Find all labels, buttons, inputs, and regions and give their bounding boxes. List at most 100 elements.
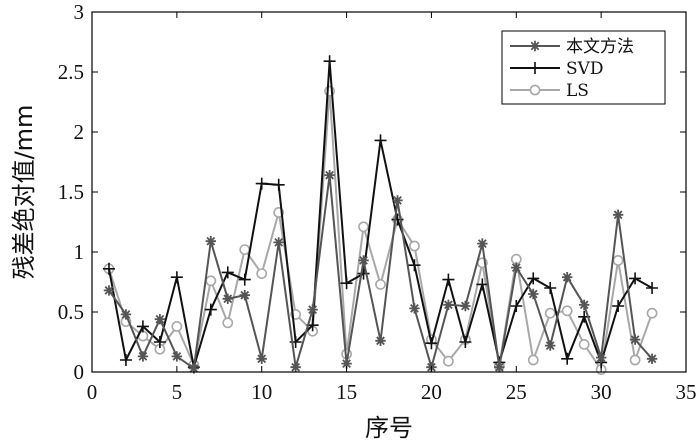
data-point-asterisk (494, 362, 505, 373)
data-point-asterisk (392, 195, 403, 206)
data-point-circle (561, 305, 573, 317)
data-point-asterisk (545, 340, 556, 351)
data-point-asterisk (103, 285, 115, 296)
data-point-asterisk (341, 358, 352, 369)
data-point-asterisk (188, 363, 200, 374)
data-point-asterisk (578, 299, 590, 310)
data-point-asterisk (460, 300, 471, 312)
series-layer (102, 55, 659, 375)
data-point-circle (256, 268, 268, 279)
y-tick-label: 1.5 (58, 180, 84, 204)
data-point-plus (529, 62, 541, 74)
data-point-asterisk (120, 309, 132, 320)
data-point-plus (408, 259, 421, 272)
data-point-asterisk (324, 170, 335, 181)
data-point-circle (629, 354, 641, 366)
data-point-plus (221, 266, 234, 279)
data-point-plus (629, 272, 642, 285)
data-point-asterisk (137, 351, 149, 362)
y-axis-title: 残差绝对值/mm (10, 105, 38, 280)
data-point-circle (222, 317, 234, 329)
data-point-asterisk (358, 255, 369, 266)
data-point-asterisk (629, 334, 641, 345)
data-point-circle (239, 244, 251, 255)
data-point-asterisk (595, 352, 607, 363)
data-point-plus (170, 271, 183, 284)
data-point-plus (527, 272, 540, 285)
x-tick-label: 10 (251, 380, 272, 404)
data-point-plus (612, 300, 625, 312)
data-point-asterisk (409, 303, 420, 314)
data-point-plus (646, 282, 659, 294)
data-point-asterisk (222, 293, 233, 304)
y-tick-label: 1 (74, 240, 85, 264)
x-tick-label: 35 (676, 380, 697, 404)
data-point-plus (238, 273, 251, 286)
legend-label: 本文方法 (566, 37, 634, 57)
data-point-asterisk (528, 288, 539, 300)
data-point-plus (476, 278, 489, 291)
data-point-circle (409, 240, 420, 252)
data-point-plus (425, 337, 438, 350)
x-tick-label: 5 (172, 380, 183, 404)
data-point-circle (527, 354, 539, 366)
data-point-plus (374, 134, 387, 147)
x-axis-title: 序号 (365, 414, 413, 442)
data-point-asterisk (256, 353, 267, 364)
data-point-plus (459, 336, 472, 348)
data-point-circle (578, 338, 590, 350)
data-point-circle (442, 355, 454, 367)
data-point-plus (272, 178, 285, 191)
data-point-circle (205, 275, 217, 287)
data-point-circle (171, 320, 183, 332)
data-point-asterisk (307, 304, 318, 315)
y-tick-label: 2.5 (58, 60, 84, 84)
series-2 (102, 55, 659, 374)
data-point-circle (358, 221, 369, 233)
data-point-asterisk (511, 262, 522, 273)
data-point-plus (544, 282, 557, 294)
data-point-asterisk (375, 335, 386, 346)
legend-item-2: SVD (510, 59, 604, 79)
data-point-circle (529, 84, 541, 96)
data-point-plus (442, 273, 455, 286)
x-tick-label: 25 (506, 380, 527, 404)
data-point-plus (561, 352, 574, 365)
data-point-asterisk (171, 351, 183, 362)
data-point-circle (375, 278, 386, 290)
legend-item-3: LS (510, 81, 589, 101)
data-point-asterisk (443, 299, 454, 310)
data-point-plus (102, 262, 115, 275)
data-point-asterisk (477, 238, 488, 249)
data-point-plus (136, 320, 149, 333)
data-point-plus (204, 303, 217, 316)
data-point-asterisk (612, 209, 624, 220)
legend-label: SVD (566, 59, 604, 79)
x-tick-label: 20 (421, 380, 442, 404)
data-point-circle (612, 254, 624, 266)
y-tick-label: 2 (74, 120, 85, 144)
x-tick-label: 30 (591, 380, 612, 404)
data-point-circle (544, 307, 556, 319)
data-point-circle (646, 307, 658, 319)
x-tick-label: 0 (87, 380, 98, 404)
data-point-plus (510, 300, 523, 312)
legend-item-1: 本文方法 (510, 37, 634, 57)
data-point-plus (340, 277, 353, 290)
data-point-plus (255, 177, 268, 190)
data-point-asterisk (205, 236, 216, 247)
data-point-asterisk (154, 314, 166, 325)
data-point-asterisk (562, 272, 573, 283)
legend-label: LS (566, 81, 589, 101)
y-tick-label: 3 (74, 0, 85, 24)
data-point-plus (323, 55, 336, 68)
y-tick-label: 0.5 (58, 300, 84, 324)
data-point-asterisk (239, 290, 250, 301)
data-point-asterisk (290, 362, 301, 373)
data-point-asterisk (529, 40, 541, 52)
data-point-plus (119, 354, 132, 366)
x-tick-label: 15 (336, 380, 357, 404)
data-point-asterisk (273, 237, 284, 248)
